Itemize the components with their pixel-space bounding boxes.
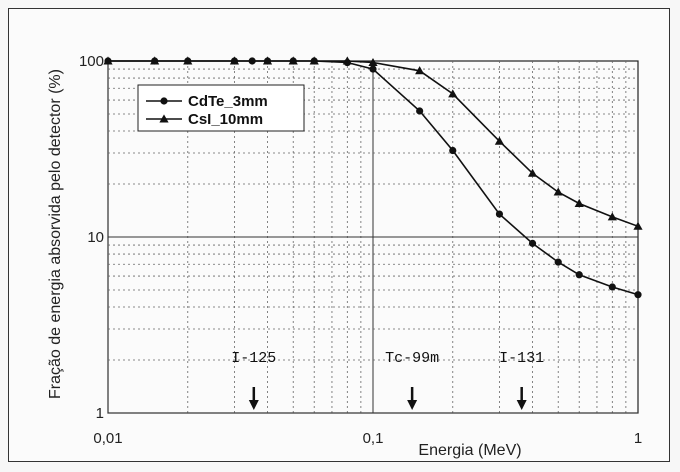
y-tick-label: 100 <box>79 53 104 70</box>
triangle-marker <box>183 56 193 65</box>
triangle-marker <box>415 66 425 75</box>
triangle-marker <box>229 56 240 65</box>
circle-marker <box>416 107 424 115</box>
triangle-marker <box>368 57 378 66</box>
circle-marker <box>554 258 562 266</box>
triangle-marker <box>553 187 563 196</box>
circle-marker <box>369 65 377 73</box>
series-markers <box>103 56 643 299</box>
circle-marker <box>528 239 537 247</box>
circle-marker <box>634 291 642 299</box>
annotation-label: I-125 <box>231 350 276 367</box>
triangle-marker <box>262 56 273 65</box>
triangle-marker <box>288 56 298 65</box>
annotation-label: I-131 <box>499 350 544 367</box>
annotation-label: Tc-99m <box>385 350 439 367</box>
triangle-marker <box>103 56 113 65</box>
triangle-marker <box>607 212 617 221</box>
arrow-down-icon <box>516 400 527 410</box>
triangle-marker <box>150 56 160 65</box>
circle-marker <box>575 271 583 279</box>
triangle-marker <box>448 89 458 98</box>
triangle-marker <box>527 168 538 177</box>
y-axis-label: Fração de energia absorvida pelo detecto… <box>47 69 64 399</box>
legend-box <box>137 84 305 132</box>
circle-marker <box>248 57 256 65</box>
circle-marker <box>160 97 168 105</box>
triangle-marker <box>309 56 319 65</box>
legend-label: CdTe_3mm <box>188 93 268 110</box>
x-tick-label: 0,1 <box>363 430 384 447</box>
arrow-down-icon <box>248 400 259 410</box>
triangle-marker <box>159 114 169 123</box>
arrow-down-icon <box>407 400 418 410</box>
circle-marker <box>449 146 457 155</box>
x-axis-label: Energia (MeV) <box>418 442 521 459</box>
triangle-marker <box>342 56 352 65</box>
circle-marker <box>495 210 504 218</box>
chart-frame <box>8 8 670 462</box>
x-tick-label: 0,01 <box>93 430 122 447</box>
y-tick-label: 10 <box>87 229 104 246</box>
tick-labels: 0,01 0,1 1 1 10 100 <box>79 53 642 447</box>
triangle-marker <box>633 221 643 230</box>
circle-marker <box>608 283 616 291</box>
x-tick-label: 1 <box>634 430 642 447</box>
triangle-marker <box>494 136 505 145</box>
annotations: I-125 Tc-99m I-131 <box>231 350 544 410</box>
y-tick-label: 1 <box>96 405 104 422</box>
legend-label: CsI_10mm <box>188 111 263 128</box>
triangle-marker <box>574 198 584 207</box>
